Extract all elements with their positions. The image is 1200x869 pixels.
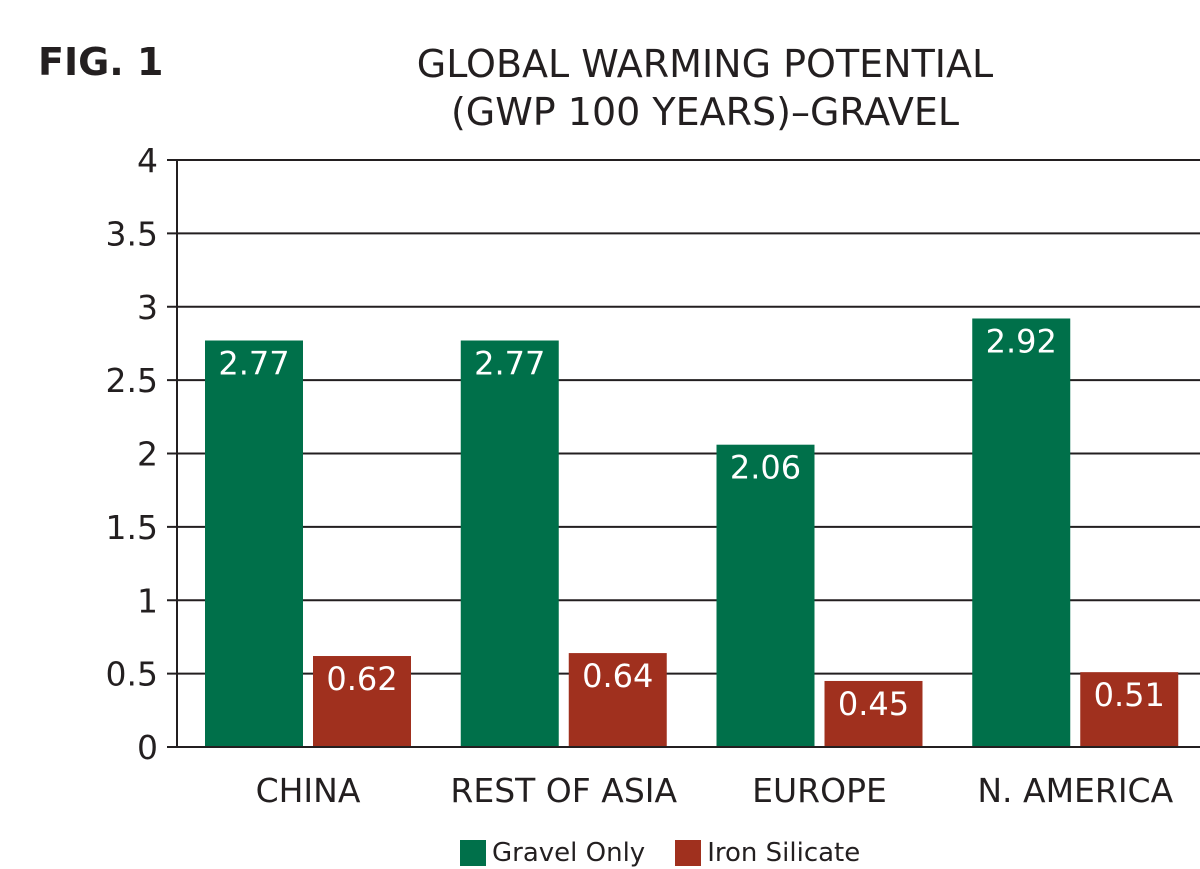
legend-label-iron-silicate: Iron Silicate	[707, 838, 861, 868]
chart-title-line-2: (GWP 100 YEARS)–GRAVEL	[450, 90, 960, 134]
bar	[313, 656, 411, 747]
legend-item-gravel-only: Gravel Only	[460, 838, 645, 868]
y-tick-label: 1.5	[106, 508, 158, 547]
data-label: 0.64	[582, 657, 653, 695]
x-tick-label: N. AMERICA	[977, 771, 1173, 810]
y-tick-label: 1	[137, 581, 158, 620]
legend-label-gravel-only: Gravel Only	[492, 838, 646, 868]
data-label: 2.77	[218, 345, 289, 383]
data-label: 0.45	[838, 685, 909, 723]
y-tick-label: 0	[137, 728, 158, 767]
x-tick-label: REST OF ASIA	[450, 771, 677, 810]
bar	[824, 680, 923, 747]
bar	[1080, 672, 1179, 747]
data-label: 0.62	[326, 660, 397, 698]
data-label: 0.51	[1094, 676, 1165, 714]
legend-swatch-iron-silicate	[675, 840, 702, 866]
data-label: 2.92	[986, 322, 1057, 360]
bar	[568, 653, 667, 747]
legend-item-iron-silicate: Iron Silicate	[675, 838, 860, 868]
legend: Gravel Only Iron Silicate	[460, 838, 890, 868]
data-label: 2.77	[474, 345, 545, 383]
x-tick-label: CHINA	[256, 771, 361, 810]
axes	[167, 159, 1200, 748]
bar-chart: 00.511.522.533.542.770.62CHINA2.770.64RE…	[106, 141, 1200, 810]
chart-title-line-1: GLOBAL WARMING POTENTIAL	[416, 42, 994, 86]
y-tick-label: 3.5	[106, 214, 158, 253]
figure-label: FIG. 1	[38, 40, 164, 84]
data-label: 2.06	[730, 449, 801, 487]
bar	[972, 318, 1071, 747]
labels: 00.511.522.533.542.770.62CHINA2.770.64RE…	[106, 141, 1174, 810]
bar	[460, 340, 559, 747]
bars	[205, 318, 1179, 747]
chart-title: GLOBAL WARMING POTENTIAL (GWP 100 YEARS)…	[330, 40, 1080, 136]
y-tick-label: 3	[137, 288, 158, 327]
x-tick-label: EUROPE	[752, 771, 887, 810]
legend-swatch-gravel-only	[460, 840, 486, 866]
y-tick-label: 0.5	[106, 655, 158, 694]
bar	[716, 444, 815, 747]
bar	[205, 340, 303, 747]
y-tick-label: 2	[137, 435, 158, 474]
y-tick-label: 2.5	[106, 361, 158, 400]
y-tick-label: 4	[137, 141, 158, 180]
